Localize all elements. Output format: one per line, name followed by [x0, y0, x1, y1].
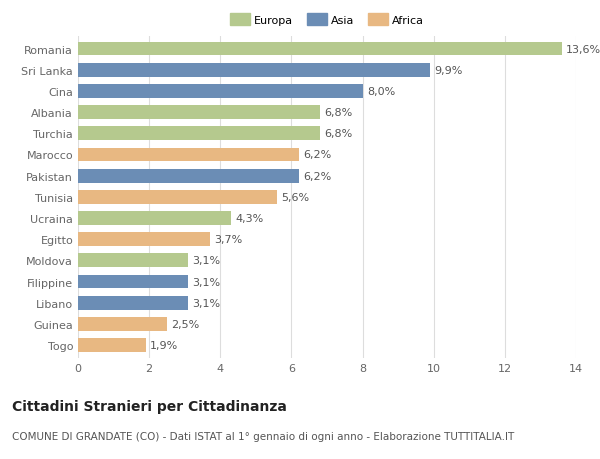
Bar: [78, 64, 430, 78]
Bar: [78, 317, 167, 331]
Bar: [78, 212, 231, 225]
Text: 4,3%: 4,3%: [235, 213, 263, 224]
Bar: [78, 190, 277, 204]
Bar: [78, 275, 188, 289]
Legend: Europa, Asia, Africa: Europa, Asia, Africa: [227, 12, 427, 28]
Text: 3,7%: 3,7%: [214, 235, 242, 245]
Text: 3,1%: 3,1%: [193, 298, 221, 308]
Text: COMUNE DI GRANDATE (CO) - Dati ISTAT al 1° gennaio di ogni anno - Elaborazione T: COMUNE DI GRANDATE (CO) - Dati ISTAT al …: [12, 431, 514, 442]
Text: 3,1%: 3,1%: [193, 256, 221, 266]
Bar: [78, 127, 320, 141]
Text: 9,9%: 9,9%: [434, 66, 463, 76]
Bar: [78, 106, 320, 120]
Text: 2,5%: 2,5%: [171, 319, 199, 329]
Text: 6,2%: 6,2%: [303, 150, 331, 160]
Text: 6,8%: 6,8%: [324, 108, 352, 118]
Bar: [78, 338, 146, 352]
Text: 6,2%: 6,2%: [303, 171, 331, 181]
Bar: [78, 254, 188, 268]
Text: 8,0%: 8,0%: [367, 87, 395, 97]
Bar: [78, 169, 299, 183]
Bar: [78, 233, 209, 246]
Text: 1,9%: 1,9%: [150, 340, 178, 350]
Text: Cittadini Stranieri per Cittadinanza: Cittadini Stranieri per Cittadinanza: [12, 399, 287, 413]
Text: 13,6%: 13,6%: [566, 45, 600, 55]
Bar: [78, 85, 362, 99]
Bar: [78, 296, 188, 310]
Text: 3,1%: 3,1%: [193, 277, 221, 287]
Bar: [78, 43, 562, 56]
Text: 5,6%: 5,6%: [281, 192, 310, 202]
Bar: [78, 148, 299, 162]
Text: 6,8%: 6,8%: [324, 129, 352, 139]
